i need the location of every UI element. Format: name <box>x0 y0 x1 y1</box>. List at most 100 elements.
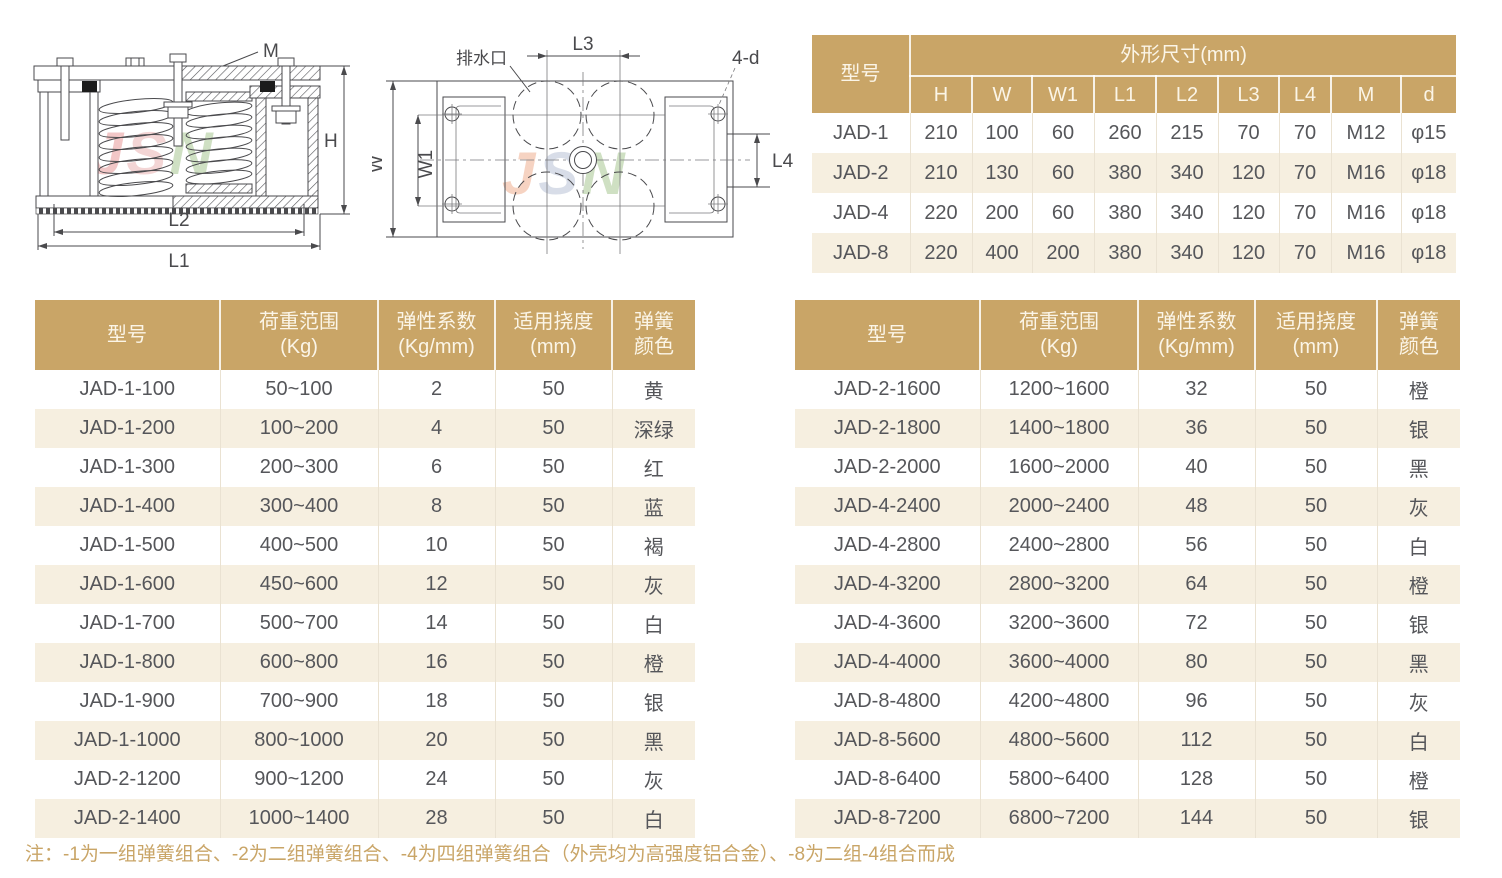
table-cell: 3200~3600 <box>980 604 1139 643</box>
column-header-stiffness: 弹性系数 (Kg/mm) <box>378 300 496 370</box>
table-cell: 银 <box>643 693 664 715</box>
table-cell: 10 <box>378 526 496 565</box>
table-cell: JAD-2-1400 <box>35 799 221 838</box>
column-header-stiffness: 弹性系数 (Kg/mm) <box>1138 300 1256 370</box>
table-cell: 白 <box>643 615 664 637</box>
table-cell: 银 <box>1408 810 1429 832</box>
table-cell: JAD-2 <box>812 153 911 193</box>
table-row: JAD-8-7200 6800~7200 144 50 银 <box>795 799 1460 838</box>
dim-label-m: M <box>263 41 279 62</box>
table-row: JAD-1-800 600~800 16 50 橙 <box>35 643 695 682</box>
table-cell: 50 <box>495 643 613 682</box>
drain-port-label: 排水口 <box>456 49 507 68</box>
table-row: JAD-2-1400 1000~1400 28 50 白 <box>35 799 695 838</box>
table-cell: 112 <box>1138 721 1256 760</box>
table-row: JAD-4-4000 3600~4000 80 50 黑 <box>795 643 1460 682</box>
table-cell: 32 <box>1138 370 1256 409</box>
side-view-drawing: JSN <box>33 41 350 272</box>
table-cell: 50 <box>1255 409 1378 448</box>
table-cell: 50 <box>1255 721 1378 760</box>
dimensions-table-header: 型号 外形尺寸(mm) H W W1 L1 L2 L3 L4 M d <box>812 35 1457 113</box>
table-cell: 橙 <box>643 654 664 676</box>
table-cell: 210 <box>910 153 973 193</box>
table-cell: 50 <box>495 409 613 448</box>
table-cell: JAD-1 <box>812 113 911 153</box>
table-cell: 16 <box>378 643 496 682</box>
table-cell: 50 <box>495 448 613 487</box>
table-cell: 100~200 <box>220 409 379 448</box>
column-header-color: 弹簧 颜色 <box>612 300 695 370</box>
column-header-load: 荷重范围 (Kg) <box>980 300 1139 370</box>
column-header: H <box>910 76 973 113</box>
table-cell: 70 <box>1279 233 1332 273</box>
table-cell: 120 <box>1218 153 1280 193</box>
table-cell: 6 <box>378 448 496 487</box>
column-header: L2 <box>1156 76 1219 113</box>
table-cell: M16 <box>1331 193 1402 233</box>
table-cell: JAD-1-1000 <box>35 721 221 760</box>
table-cell: 48 <box>1138 487 1256 526</box>
anchor-bolts <box>56 53 301 147</box>
table-cell: 50 <box>495 682 613 721</box>
dim-label-l4: L4 <box>772 151 794 172</box>
table-cell: 20 <box>378 721 496 760</box>
right-spring <box>185 101 253 185</box>
table-cell: 80 <box>1138 643 1256 682</box>
table-row: JAD-2-2000 1600~2000 40 50 黑 <box>795 448 1460 487</box>
table-cell: JAD-4-4000 <box>795 643 981 682</box>
table-cell: 50 <box>1255 565 1378 604</box>
spec-table-right: 型号 荷重范围 (Kg) 弹性系数 (Kg/mm) 适用挠度 (mm) 弹簧 颜色 JA… <box>795 300 1460 838</box>
table-cell: JAD-8-5600 <box>795 721 981 760</box>
column-header-load: 荷重范围 (Kg) <box>220 300 379 370</box>
table-row: JAD-1-700 500~700 14 50 白 <box>35 604 695 643</box>
table-cell: 450~600 <box>220 565 379 604</box>
table-cell: JAD-1-500 <box>35 526 221 565</box>
isolator-body <box>33 53 321 215</box>
table-cell: 红 <box>643 459 664 481</box>
table-cell: 28 <box>378 799 496 838</box>
table-cell: 1600~2000 <box>980 448 1139 487</box>
table-cell: 380 <box>1094 153 1157 193</box>
table-cell: 300~400 <box>220 487 379 526</box>
table-cell: JAD-1-800 <box>35 643 221 682</box>
table-row: JAD-1-600 450~600 12 50 灰 <box>35 565 695 604</box>
table-cell: 70 <box>1279 153 1332 193</box>
spring-circles <box>512 80 655 241</box>
table-cell: 70 <box>1279 193 1332 233</box>
table-cell: 60 <box>1032 153 1095 193</box>
table-cell: 黑 <box>1408 459 1429 481</box>
table-cell: 白 <box>643 810 664 832</box>
table-cell: 深绿 <box>633 420 674 442</box>
dim-label-l1: L1 <box>168 251 189 272</box>
table-cell: 600~800 <box>220 643 379 682</box>
table-cell: 380 <box>1094 233 1157 273</box>
table-cell: 50 <box>1255 448 1378 487</box>
table-cell: JAD-1-200 <box>35 409 221 448</box>
table-cell: 260 <box>1094 113 1157 153</box>
table-cell: 800~1000 <box>220 721 379 760</box>
spec-table-body: JAD-1-100 50~100 2 50 黄 JAD-1-200 100~200 4 50 深绿… <box>35 370 695 838</box>
table-row: JAD-2-1800 1400~1800 36 50 银 <box>795 409 1460 448</box>
table-cell: 6800~7200 <box>980 799 1139 838</box>
column-header-color: 弹簧 颜色 <box>1377 300 1460 370</box>
table-cell: JAD-1-400 <box>35 487 221 526</box>
table-cell: JAD-2-1800 <box>795 409 981 448</box>
table-cell: 56 <box>1138 526 1256 565</box>
dim-label-w1: W1 <box>416 150 437 179</box>
table-row: JAD-1-500 400~500 10 50 褐 <box>35 526 695 565</box>
jsn-watermark: JSN <box>502 140 628 207</box>
table-row: JAD-4-2400 2000~2400 48 50 灰 <box>795 487 1460 526</box>
table-cell: 50 <box>495 604 613 643</box>
spec-table-header: 型号 荷重范围 (Kg) 弹性系数 (Kg/mm) 适用挠度 (mm) 弹簧 颜色 <box>35 300 695 370</box>
table-cell: 72 <box>1138 604 1256 643</box>
table-row: JAD-1-1000 800~1000 20 50 黑 <box>35 721 695 760</box>
seal-block <box>260 81 275 92</box>
table-cell: JAD-4-3200 <box>795 565 981 604</box>
table-cell: 50 <box>1255 760 1378 799</box>
table-cell: 100 <box>972 113 1033 153</box>
table-cell: 60 <box>1032 193 1095 233</box>
column-header: L4 <box>1279 76 1332 113</box>
table-row: JAD-1-900 700~900 18 50 银 <box>35 682 695 721</box>
table-cell: JAD-8-7200 <box>795 799 981 838</box>
table-row: JAD-1-300 200~300 6 50 红 <box>35 448 695 487</box>
